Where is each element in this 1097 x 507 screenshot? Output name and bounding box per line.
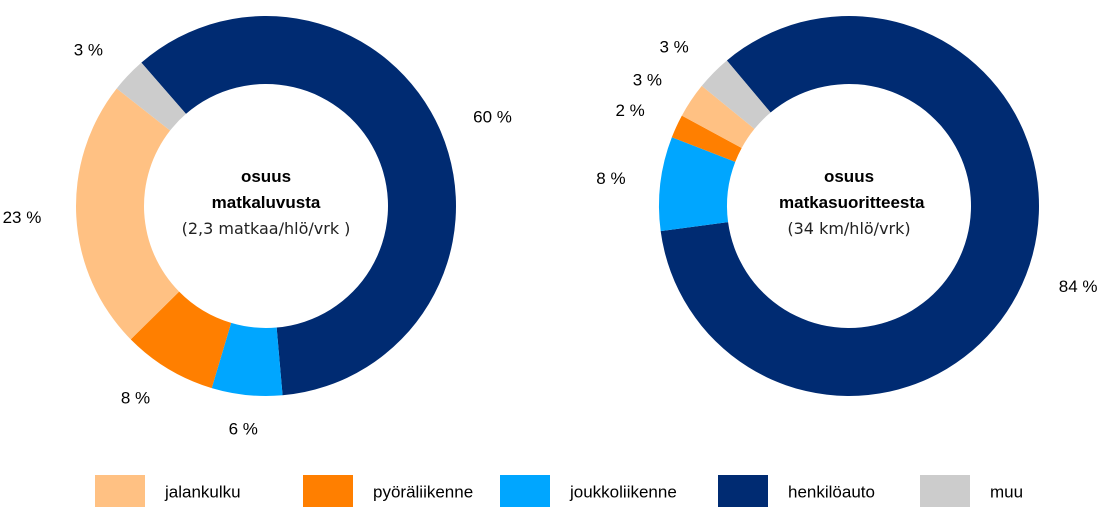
legend-swatch	[303, 475, 353, 507]
legend-swatch	[718, 475, 768, 507]
donut-slice	[130, 291, 232, 389]
donut-slice	[211, 322, 283, 396]
data-label: 3 %	[74, 40, 103, 59]
chart-subtitle: (2,3 matkaa/hlö/vrk )	[181, 218, 351, 238]
data-label: 2 %	[615, 101, 644, 120]
chart-title: osuus matkasuoritteesta	[779, 167, 925, 213]
legend-label: jalankulku	[164, 482, 241, 501]
legend-label: muu	[990, 482, 1023, 501]
donut-slice	[660, 15, 1039, 396]
chart-title: osuus matkaluvusta	[211, 167, 321, 213]
data-label: 3 %	[633, 70, 662, 89]
legend-swatch	[500, 475, 550, 507]
chart-subtitle: (34 km/hlö/vrk)	[787, 218, 911, 238]
data-label: 3 %	[659, 37, 688, 56]
data-label: 6 %	[229, 419, 258, 438]
donut-slice	[75, 88, 180, 340]
legend-swatch	[920, 475, 970, 507]
donut-slice	[701, 60, 771, 129]
donut-slice	[116, 62, 186, 131]
donut-slice	[681, 85, 755, 148]
legend-label: pyöräliikenne	[373, 482, 473, 501]
donut-slice	[659, 137, 736, 232]
data-label: 8 %	[121, 388, 150, 407]
legend-swatch	[95, 475, 145, 507]
donut-slice	[141, 16, 456, 396]
data-label: 23 %	[3, 208, 42, 227]
donut-slice	[671, 115, 742, 162]
center-label: osuus matkasuoritteesta (34 km/hlö/vrk)	[749, 164, 949, 241]
data-label: 60 %	[473, 108, 512, 127]
data-label: 8 %	[596, 169, 625, 188]
legend-label: joukkoliikenne	[569, 482, 677, 501]
data-label: 84 %	[1059, 277, 1097, 296]
legend-label: henkilöauto	[788, 482, 875, 501]
center-label: osuus matkaluvusta (2,3 matkaa/hlö/vrk )	[166, 164, 366, 241]
